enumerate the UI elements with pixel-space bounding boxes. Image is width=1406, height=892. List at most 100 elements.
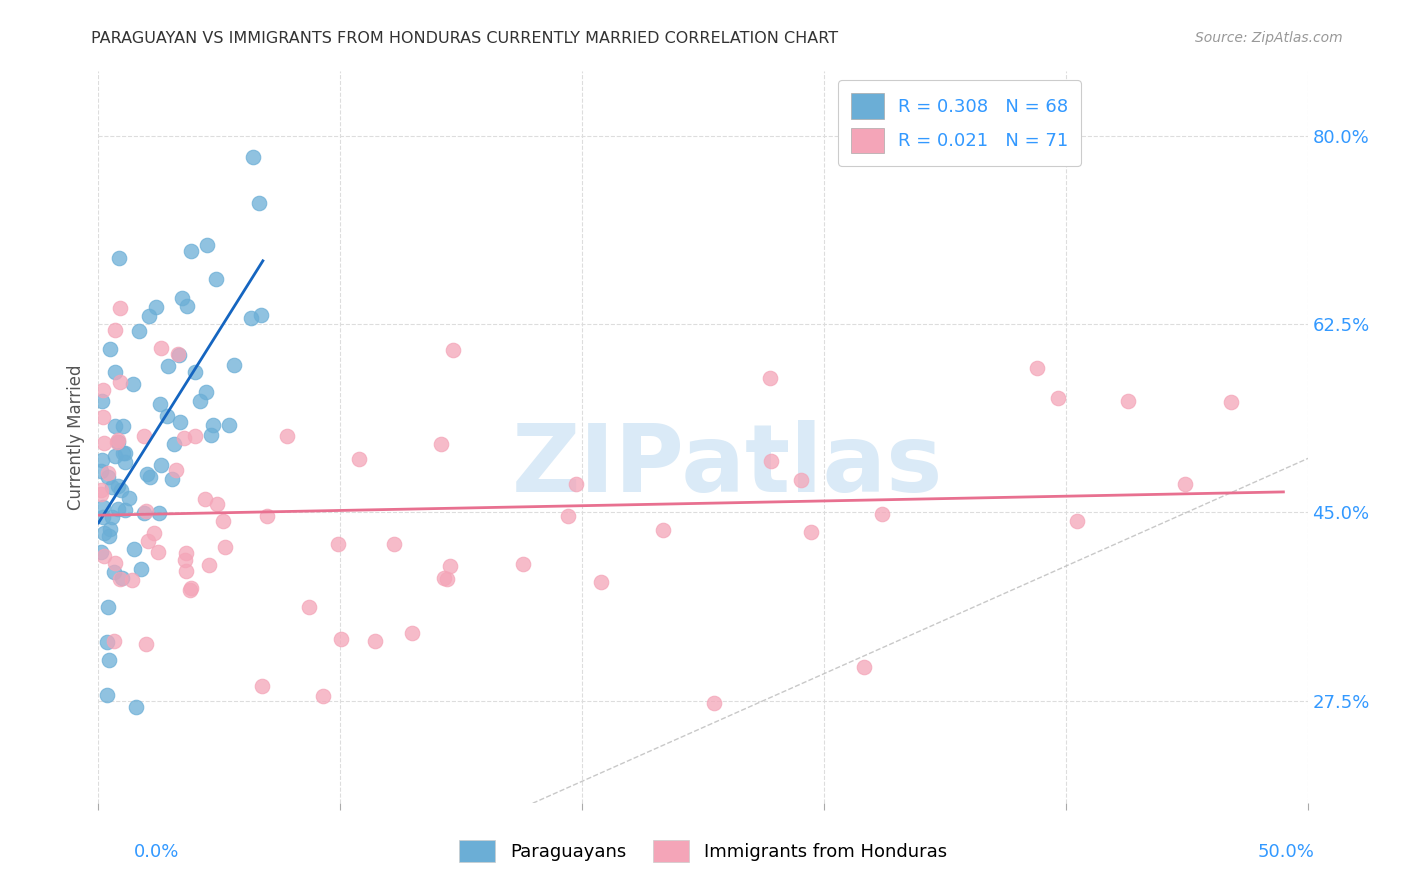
Point [93,549,115,563]
Point [382,536,405,550]
Point [184,365,207,379]
Point [790,473,813,487]
Point [174,564,197,578]
Point [108,252,131,266]
Point [97,653,120,667]
Point [205,271,228,285]
Point [329,632,352,646]
Point [1047,391,1070,405]
Point [104,323,127,337]
Point [242,151,264,165]
Point [112,446,135,460]
Point [174,553,197,567]
Point [104,419,127,434]
Text: PARAGUAYAN VS IMMIGRANTS FROM HONDURAS CURRENTLY MARRIED CORRELATION CHART: PARAGUAYAN VS IMMIGRANTS FROM HONDURAS C… [91,31,838,46]
Point [214,541,236,555]
Point [1219,395,1241,409]
Point [652,523,675,537]
Point [104,366,127,380]
Point [136,467,159,481]
Point [298,600,321,615]
Point [328,537,350,551]
Point [247,196,270,211]
Point [176,299,198,313]
Point [364,633,387,648]
Point [101,509,124,524]
Legend: Paraguayans, Immigrants from Honduras: Paraguayans, Immigrants from Honduras [451,833,955,870]
Point [1066,514,1088,528]
Point [759,454,782,468]
Point [870,507,893,521]
Text: 50.0%: 50.0% [1258,843,1315,861]
Point [212,515,235,529]
Point [173,431,195,445]
Point [110,483,132,497]
Point [143,525,166,540]
Point [401,626,423,640]
Point [800,524,823,539]
Point [91,409,114,424]
Point [145,300,167,314]
Point [703,696,725,710]
Point [110,571,132,585]
Point [180,244,202,259]
Point [104,556,127,570]
Point [174,546,197,560]
Point [132,506,155,520]
Point [180,581,202,595]
Point [97,470,120,484]
Point [110,375,132,389]
Point [433,571,456,585]
Point [139,470,162,484]
Point [150,458,173,472]
Point [91,453,114,467]
Point [170,291,193,305]
Point [565,477,588,491]
Point [195,238,218,252]
Point [222,358,245,372]
Point [557,508,579,523]
Point [184,428,207,442]
Point [146,545,169,559]
Point [436,572,458,586]
Point [96,688,118,702]
Point [218,417,240,432]
Point [239,311,262,326]
Point [98,522,121,536]
Point [91,509,114,524]
Point [136,534,159,549]
Point [439,559,461,574]
Point [166,347,188,361]
Point [90,545,112,559]
Point [121,573,143,587]
Point [156,409,179,424]
Point [202,417,225,432]
Point [90,487,112,501]
Point [198,558,221,573]
Point [134,429,156,443]
Point [200,427,222,442]
Point [107,479,129,493]
Point [103,634,125,648]
Point [93,436,115,450]
Point [90,464,112,478]
Point [169,415,191,429]
Point [111,418,134,433]
Point [1174,476,1197,491]
Point [103,566,125,580]
Point [195,384,218,399]
Point [179,582,201,597]
Point [194,491,217,506]
Legend: R = 0.308   N = 68, R = 0.021   N = 71: R = 0.308 N = 68, R = 0.021 N = 71 [838,80,1081,166]
Point [589,575,612,590]
Point [205,497,228,511]
Point [97,599,120,614]
Point [114,446,136,460]
Point [852,660,875,674]
Point [250,679,273,693]
Point [148,506,170,520]
Point [188,394,211,409]
Point [135,504,157,518]
Point [135,637,157,651]
Point [512,557,534,571]
